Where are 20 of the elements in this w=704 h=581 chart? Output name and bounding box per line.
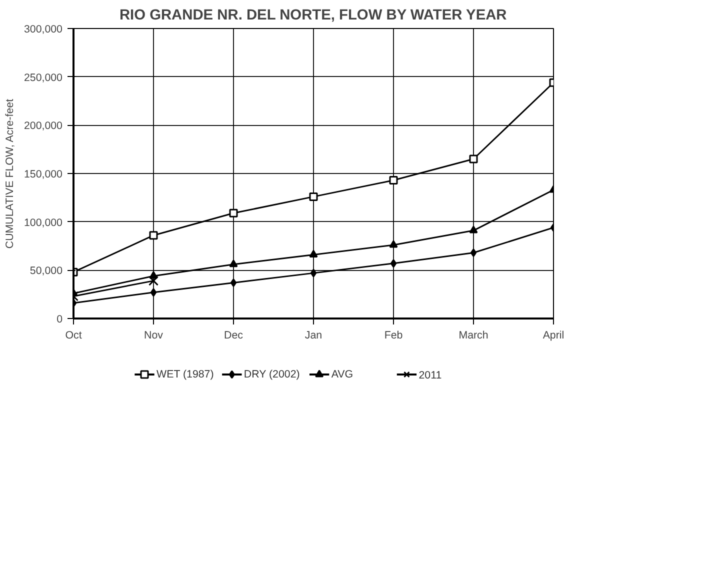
y-axis-title: CUMULATIVE FLOW, Acre-feet <box>4 98 16 249</box>
y-tick-label: 0 <box>56 314 63 326</box>
chart-title: RIO GRANDE NR. DEL NORTE, FLOW BY WATER YEAR <box>119 8 508 24</box>
legend-label: 2011 <box>418 370 442 382</box>
x-tick-label: Jan <box>304 330 322 342</box>
x-tick-label: Oct <box>65 330 82 342</box>
y-tick-label: 50,000 <box>30 265 63 278</box>
x-tick-label: Nov <box>144 330 164 342</box>
y-tick-label: 300,000 <box>24 24 63 36</box>
legend-label: DRY (2002) <box>244 368 300 380</box>
y-tick-label: 150,000 <box>24 168 63 180</box>
y-tick-label: 250,000 <box>24 72 63 84</box>
y-tick-label: 100,000 <box>24 216 63 229</box>
x-tick-label: April <box>542 330 564 342</box>
x-tick-label: Dec <box>224 330 244 342</box>
y-tick-label: 200,000 <box>24 120 63 132</box>
legend-label: WET (1987) <box>156 368 214 380</box>
x-tick-label: March <box>458 330 488 342</box>
x-tick-label: Feb <box>384 330 403 342</box>
legend-label: AVG <box>331 368 354 380</box>
